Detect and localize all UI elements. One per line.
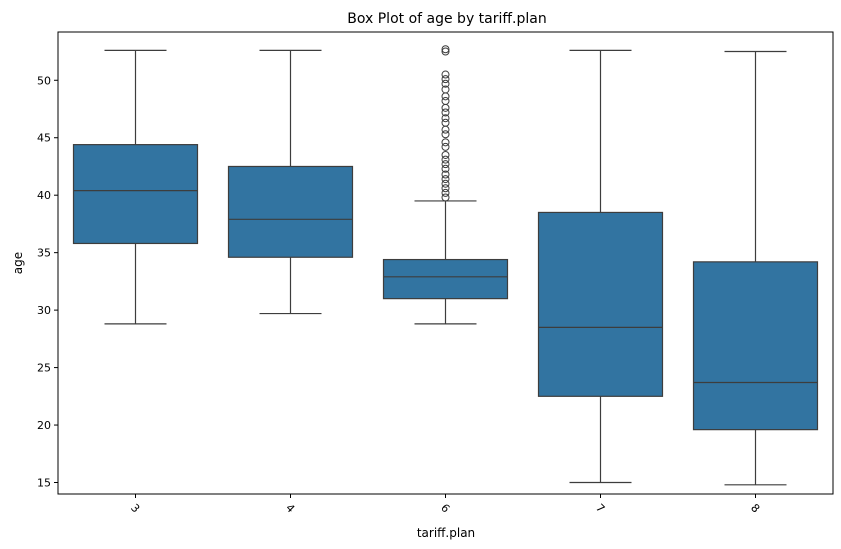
y-tick-label: 35 xyxy=(37,247,51,260)
outlier-point xyxy=(441,193,450,202)
outlier-point xyxy=(441,70,450,79)
outlier-point xyxy=(441,47,450,56)
outlier-point xyxy=(441,96,450,105)
outlier-point xyxy=(441,118,450,127)
x-tick-label: 4 xyxy=(283,501,297,515)
outlier-point xyxy=(441,85,450,94)
x-tick-label: 6 xyxy=(438,501,452,515)
y-tick-label: 25 xyxy=(37,362,51,375)
plot-area xyxy=(72,45,819,486)
outlier-point xyxy=(441,138,450,147)
x-tick-label: 3 xyxy=(128,501,142,515)
y-tick-label: 20 xyxy=(37,419,51,432)
outlier-point xyxy=(441,114,450,123)
outlier-point xyxy=(441,79,450,88)
outlier-point xyxy=(441,175,450,184)
box-4 xyxy=(227,49,354,315)
outlier-point xyxy=(441,92,450,101)
y-tick-label: 15 xyxy=(37,477,51,490)
outlier-point xyxy=(441,160,450,169)
box-6 xyxy=(382,45,509,325)
box-body xyxy=(692,261,819,431)
x-tick-label: 7 xyxy=(593,501,607,515)
y-tick-label: 40 xyxy=(37,189,51,202)
box-8 xyxy=(692,50,819,486)
chart-title: Box Plot of age by tariff.plan xyxy=(347,11,546,27)
outlier-point xyxy=(441,170,450,179)
outlier-point xyxy=(441,150,450,159)
outlier-point xyxy=(441,108,450,117)
x-axis-label: tariff.plan xyxy=(417,526,475,540)
outlier-point xyxy=(441,130,450,139)
outlier-point xyxy=(441,75,450,84)
outlier-point xyxy=(441,45,450,54)
box-body xyxy=(72,144,199,245)
outlier-point xyxy=(441,142,450,151)
box-3 xyxy=(72,49,199,325)
outlier-point xyxy=(441,125,450,134)
box-body xyxy=(382,258,509,300)
outlier-point xyxy=(441,103,450,112)
x-axis-ticks: 3 4 6 7 8 xyxy=(128,494,762,515)
outlier-point xyxy=(441,179,450,188)
y-tick-label: 50 xyxy=(37,74,51,87)
box-body xyxy=(537,211,664,397)
y-tick-label: 45 xyxy=(37,132,51,145)
box-body xyxy=(227,165,354,258)
outlier-point xyxy=(441,155,450,164)
outlier-point xyxy=(441,188,450,197)
outlier-point xyxy=(441,184,450,193)
x-tick-label: 8 xyxy=(748,501,762,515)
y-axis-ticks: 15 20 25 30 35 40 45 50 xyxy=(37,74,58,490)
y-tick-label: 30 xyxy=(37,304,51,317)
outlier-point xyxy=(441,164,450,173)
box-7 xyxy=(537,49,664,484)
y-axis-label: age xyxy=(11,252,25,274)
